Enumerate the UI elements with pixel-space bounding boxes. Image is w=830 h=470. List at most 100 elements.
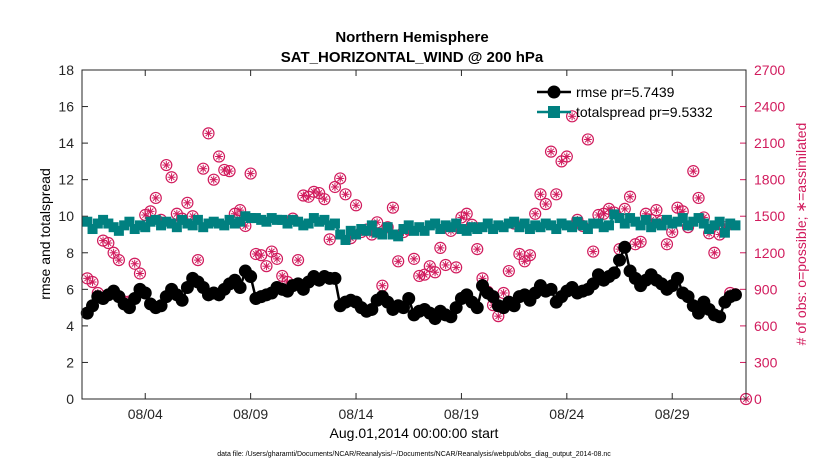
obs-point [439,258,452,272]
obs-point [133,267,147,280]
obs-count-series [81,110,753,406]
totalspread-point [472,224,483,235]
legend: rmse pr=5.7439 totalspread pr=9.5332 [537,84,713,120]
obs-point [523,249,537,262]
totalspread-point [298,220,309,231]
obs-point [539,197,552,211]
totalspread-point [482,218,493,229]
obs-point [534,188,547,201]
rmse-point [175,293,189,307]
totalspread-point [219,220,230,231]
obs-point [102,236,115,250]
totalspread-point [561,220,572,231]
totalspread-point [603,220,614,231]
obs-point [544,145,558,158]
totalspread-point [635,220,646,231]
totalspread-point [730,220,741,231]
y-right-tick-label: 2100 [754,135,785,151]
totalspread-point [240,211,251,222]
obs-point [207,173,220,186]
obs-point [471,243,484,256]
legend-spread-marker [548,106,560,118]
y-left-tick-label: 10 [58,208,74,224]
totalspread-point [461,225,472,236]
totalspread-point [683,220,694,231]
totalspread-point [593,218,604,229]
totalspread-point [356,224,367,235]
obs-point [149,191,162,205]
totalspread-point [129,224,140,235]
obs-point [618,202,631,216]
totalspread-point [224,214,235,225]
totalspread-point [192,214,203,225]
obs-point [650,204,663,217]
x-tick-label: 08/14 [339,406,374,422]
x-tick-label: 08/04 [128,406,163,422]
totalspread-point [387,229,398,240]
totalspread-point [266,213,277,224]
totalspread-point [619,218,630,229]
totalspread-point [430,218,441,229]
obs-point [634,235,647,248]
obs-point [428,266,442,279]
obs-point [128,257,141,270]
totalspread-point [250,213,261,224]
obs-point [502,264,515,278]
y-left-tick-label: 0 [66,391,74,407]
totalspread-point [366,220,377,231]
obs-point [376,279,389,292]
totalspread-point [393,231,404,242]
rmse-point [607,266,621,280]
totalspread-point [530,220,541,231]
obs-point [550,188,563,201]
totalspread-point [440,220,451,231]
y-right-tick-label: 0 [754,391,762,407]
y-right-tick-label: 900 [754,281,778,297]
totalspread-point [98,214,109,225]
totalspread-point [308,213,319,224]
obs-point [460,207,473,220]
rmse-point [728,288,742,302]
x-tick-label: 08/09 [233,406,268,422]
totalspread-series [82,209,741,245]
totalspread-point [677,213,688,224]
totalspread-point [335,229,346,240]
totalspread-point [261,216,272,227]
totalspread-point [277,214,288,225]
totalspread-point [540,218,551,229]
obs-point [323,233,336,246]
totalspread-point [319,214,330,225]
totalspread-point [503,218,514,229]
y-left-tick-label: 6 [66,281,74,297]
obs-point [233,204,247,217]
totalspread-point [150,214,161,225]
y-left-tick-label: 8 [66,245,74,261]
totalspread-point [171,222,182,233]
totalspread-point [493,220,504,231]
totalspread-point [203,218,214,229]
totalspread-point [345,225,356,236]
totalspread-point [598,222,609,233]
left-axis: 0 2 4 6 8 10 12 14 16 18 [58,62,88,407]
y-right-tick-label: 1500 [754,208,785,224]
totalspread-point [140,222,151,233]
totalspread-point [535,222,546,233]
totalspread-point [414,222,425,233]
obs-point [513,247,526,261]
totalspread-point [161,216,172,227]
totalspread-point [314,216,325,227]
obs-point [334,172,347,185]
totalspread-point [324,220,335,231]
totalspread-point [398,224,409,235]
totalspread-point [625,213,636,224]
obs-point [565,110,579,123]
rmse-point [670,271,684,285]
obs-point [339,188,352,201]
totalspread-point [646,222,657,233]
totalspread-point [282,218,293,229]
y-left-tick-label: 4 [66,318,74,334]
totalspread-point [119,220,130,231]
obs-point [529,207,542,220]
totalspread-point [704,224,715,235]
